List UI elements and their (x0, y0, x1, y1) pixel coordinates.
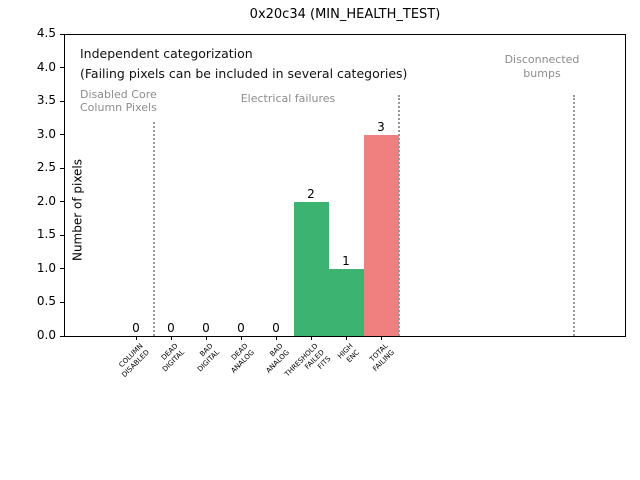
y-tick-mark (60, 201, 64, 203)
y-tick-label: 2.0 (36, 193, 56, 208)
y-tick-mark (60, 33, 64, 35)
bar-value-label: 2 (307, 186, 315, 201)
y-tick-mark (60, 268, 64, 270)
x-tick-mark (240, 336, 242, 340)
section-label-line: Disabled Core (80, 88, 157, 101)
y-tick-label: 4.0 (36, 59, 56, 74)
x-tick-mark (380, 336, 382, 340)
y-tick-mark (60, 234, 64, 236)
y-tick-label: 1.5 (36, 227, 56, 242)
section-label-line: bumps (523, 67, 561, 80)
y-tick-label: 4.5 (36, 26, 56, 40)
x-tick-mark (275, 336, 277, 340)
bar (363, 134, 399, 336)
bar-value-label: 3 (377, 119, 385, 134)
y-tick-mark (60, 100, 64, 102)
bar-value-label: 0 (202, 321, 210, 335)
bar-value-label: 0 (132, 321, 140, 335)
x-tick-mark (310, 336, 312, 340)
y-tick-mark (60, 301, 64, 303)
y-tick-mark (60, 167, 64, 169)
bar-value-label: 0 (272, 321, 280, 335)
plot-frame (64, 34, 626, 337)
bar-value-label: 0 (167, 321, 175, 335)
y-tick-label: 1.0 (36, 260, 56, 275)
section-label-line: Disconnected (504, 53, 580, 66)
x-tick-mark (170, 336, 172, 340)
plot-area: Number of pixels 0.0 0.5 1.0 1.5 2.0 2.5 3.0 3.… (37, 26, 626, 379)
section-separator-line (572, 95, 575, 336)
section-label-disconnected-bumps: Disconnected bumps (487, 53, 597, 81)
chart-title: 0x20c34 (MIN_HEALTH_TEST) (249, 7, 441, 22)
section-label-disabled-core-column-pixels: Disabled Core Column Pixels (80, 88, 157, 114)
y-tick-mark (60, 67, 64, 69)
section-separator-line (397, 95, 400, 336)
section-label-line: Column Pixels (80, 101, 157, 114)
section-separator-line (152, 122, 155, 336)
bar-value-label: 0 (237, 321, 245, 335)
section-label-electrical-failures: Electrical failures (240, 92, 336, 105)
y-tick-label: 3.5 (36, 93, 56, 108)
y-tick-label: 3.0 (36, 126, 56, 141)
bar (293, 201, 329, 336)
y-tick-label: 0.0 (36, 328, 56, 342)
x-tick-mark (345, 336, 347, 340)
annotation-failing-pixels-note: (Failing pixels can be included in sever… (80, 66, 408, 81)
x-tick-mark (205, 336, 207, 340)
bar-value-label: 1 (342, 253, 350, 268)
bar (328, 268, 364, 336)
y-tick-mark (60, 134, 64, 136)
annotation-independent-categorization: Independent categorization (80, 46, 253, 61)
y-tick-mark (60, 335, 64, 337)
y-tick-label: 2.5 (36, 160, 56, 175)
x-tick-mark (135, 336, 137, 340)
y-tick-label: 0.5 (36, 294, 56, 309)
